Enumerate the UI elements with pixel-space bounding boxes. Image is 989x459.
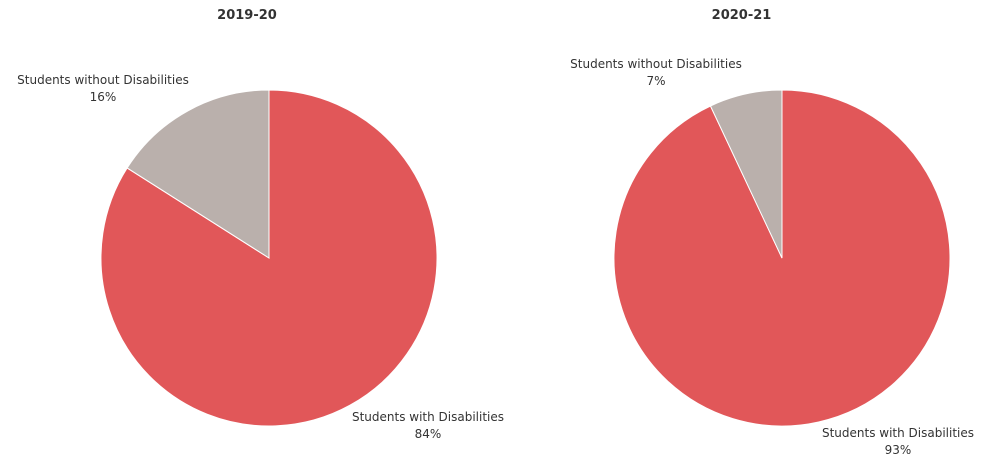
pie-chart-2019-20: 2019-20 Students without Disabilities 16…	[0, 0, 504, 459]
slice-label-name: Students with Disabilities	[351, 410, 505, 424]
slice-label-percent: 84%	[414, 427, 442, 441]
slice-label-with-disabilities: Students with Disabilities 93%	[822, 425, 974, 459]
pie-svg	[613, 89, 951, 427]
slice-label-with-disabilities: Students with Disabilities 84%	[352, 409, 504, 443]
pie-slice-without-disabilities[interactable]	[709, 89, 783, 259]
slice-label-without-disabilities: Students without Disabilities 16%	[17, 72, 189, 106]
chart-title: 2020-21	[711, 8, 772, 23]
slice-label-percent: 93%	[884, 443, 912, 457]
chart-title: 2019-20	[217, 8, 277, 23]
slice-label-name: Students without Disabilities	[570, 57, 742, 71]
slice-label-name: Students without Disabilities	[17, 73, 189, 87]
slice-label-percent: 16%	[89, 90, 117, 104]
slice-label-without-disabilities: Students without Disabilities 7%	[570, 56, 742, 90]
pie-chart-2020-21: 2020-21 Students without Disabilities 7%…	[494, 0, 989, 459]
pie-svg	[100, 89, 438, 427]
slice-label-percent: 7%	[646, 74, 666, 88]
slice-label-name: Students with Disabilities	[821, 426, 975, 440]
pie-slice-without-disabilities[interactable]	[126, 89, 270, 259]
pie-slice-with-disabilities[interactable]	[100, 89, 438, 427]
